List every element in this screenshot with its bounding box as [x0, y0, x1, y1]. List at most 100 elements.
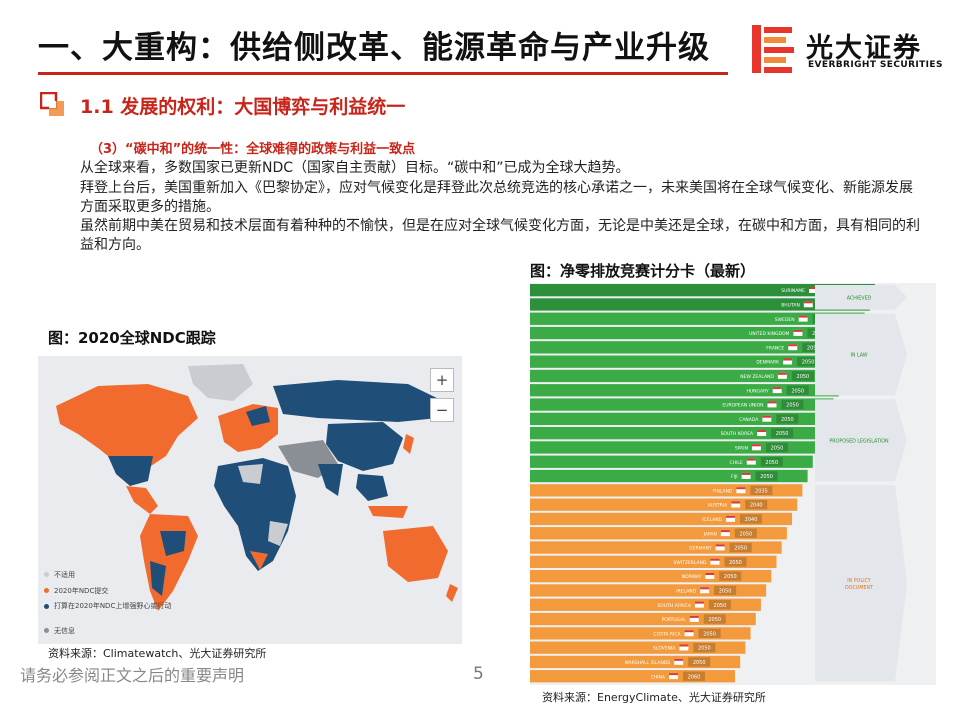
year-badge: [797, 357, 820, 367]
scorecard-bar: [530, 312, 865, 325]
status-group-label: IN POLICY: [847, 578, 871, 584]
flag-icon: [705, 573, 715, 579]
zoom-in-button[interactable]: +: [430, 368, 454, 392]
target-year-label: 2050: [771, 445, 784, 451]
flag-stripe: [777, 372, 787, 375]
year-badge: [755, 471, 778, 481]
legend-swatch: [44, 588, 49, 593]
country-label: BHUTAN: [781, 302, 800, 308]
country-label: FRANCE: [766, 345, 784, 351]
scorecard-bar: [530, 398, 834, 411]
country-label: CHILE: [730, 460, 743, 466]
year-badge: [703, 614, 726, 624]
net-zero-scorecard-chart: SURINAME-BHUTAN-ACHIEVEDSWEDEN2045UNITED…: [530, 283, 936, 685]
legend-swatch: [44, 628, 49, 633]
flag-stripe: [772, 387, 782, 390]
flag-stripe: [788, 344, 798, 347]
target-year-label: 2040: [745, 517, 758, 523]
map-caption: 图：2020全球NDC跟踪: [48, 329, 216, 347]
year-badge: [714, 585, 737, 596]
target-year-label: 2050: [719, 588, 732, 594]
flag-icon: [689, 615, 699, 622]
country-label: HUNGARY: [747, 388, 769, 394]
scorecard-bar: [530, 369, 844, 383]
scorecard-bar: [530, 427, 824, 440]
flag-stripe: [684, 630, 694, 633]
year-badge: [688, 657, 711, 667]
country-label: FINLAND: [713, 488, 733, 494]
year-badge: [708, 600, 731, 610]
target-year-label: 2050: [729, 560, 742, 566]
flag-stripe: [762, 415, 772, 418]
status-group-label: ACHIEVED: [847, 295, 872, 301]
section-subtitle: （3）“碳中和”的统一性：全球难得的政策与利益一致点: [90, 142, 416, 157]
year-badge: [729, 542, 752, 553]
flag-icon: [741, 472, 751, 479]
page-number: 5: [473, 664, 484, 684]
flag-stripe: [798, 315, 808, 318]
target-year-label: 2040: [750, 503, 763, 509]
scorecard-bar: [530, 412, 829, 425]
year-badge: [740, 514, 763, 524]
country-label: SLOVENIA: [653, 646, 676, 652]
year-badge: [698, 628, 721, 638]
country-label: AUSTRIA: [708, 503, 728, 509]
legend-label: 打算在2020年NDC上增强野心或行动: [54, 602, 172, 610]
flag-stripe: [715, 544, 725, 547]
country-label: ICELAND: [702, 517, 722, 523]
page-title: 一、大重构：供给侧改革、能源革命与产业升级: [38, 30, 710, 66]
target-year-label: 2050: [739, 531, 752, 537]
country-label: NEW ZEALAND: [740, 374, 774, 380]
target-year-label: 2060: [688, 674, 701, 680]
year-badge: [719, 571, 742, 581]
flag-stripe: [803, 301, 813, 304]
flag-icon: [793, 329, 803, 336]
flag-stripe: [751, 444, 761, 447]
target-year-label: 2050: [776, 431, 789, 437]
footer-disclaimer: 请务必参阅正文之后的重要声明: [20, 666, 245, 685]
year-badge: [683, 671, 705, 681]
flag-icon: [788, 344, 798, 351]
flag-stripe: [783, 358, 793, 361]
status-group-arrow: [815, 313, 907, 396]
country-label: MARSHALL ISLANDS: [625, 660, 671, 666]
scorecard-bar: [530, 655, 741, 669]
scorecard-bar: [530, 670, 735, 683]
title-divider: [38, 72, 728, 75]
country-label: GERMANY: [689, 546, 712, 552]
paragraph: 拜登上台后，美国重新加入《巴黎协定》，应对气候变化是拜登此次总统竞选的核心承诺之…: [80, 180, 913, 215]
flag-icon: [684, 630, 694, 637]
country-label: UNITED KINGDOM: [749, 331, 790, 337]
status-group-label: PROPOSED LEGISLATION: [829, 438, 889, 444]
year-badge: [781, 399, 804, 410]
year-badge: [791, 371, 814, 381]
zoom-out-button[interactable]: −: [430, 398, 454, 422]
flag-icon: [674, 658, 684, 665]
year-badge: [724, 557, 747, 567]
chart-source: 资料来源：EnergyClimate、光大证券研究所: [542, 691, 766, 704]
target-year-label: 2050: [802, 360, 815, 366]
ndc-world-map[interactable]: + − 不适用 2020年NDC提交 打算在2020年NDC上增强野心或行动 无…: [38, 356, 462, 644]
chart-caption: 图：净零排放竞赛计分卡（最新）: [530, 262, 756, 280]
country-label: SOUTH KOREA: [721, 431, 754, 437]
status-group-arrow: [815, 485, 907, 682]
flag-icon: [669, 673, 678, 680]
flag-icon: [726, 515, 736, 522]
year-badge: [776, 414, 799, 424]
target-year-label: 2050: [765, 460, 778, 466]
flag-stripe: [741, 472, 751, 475]
flag-icon: [803, 301, 813, 308]
paragraph: 虽然前期中美在贸易和技术层面有着种种的不愉快，但是在应对全球气候变化方面，无论是…: [80, 218, 920, 253]
flag-icon: [700, 587, 710, 594]
flag-stripe: [746, 458, 756, 461]
year-badge: [765, 442, 788, 453]
scorecard-bar: [530, 498, 798, 511]
scorecard-bar: [530, 284, 875, 297]
year-badge: [771, 428, 794, 438]
flag-stripe: [705, 573, 715, 575]
target-year-label: 2050: [724, 574, 737, 580]
flag-icon: [762, 415, 772, 422]
flag-stripe: [726, 515, 736, 518]
legend-label: 不适用: [54, 571, 75, 579]
flag-stripe: [710, 558, 720, 561]
